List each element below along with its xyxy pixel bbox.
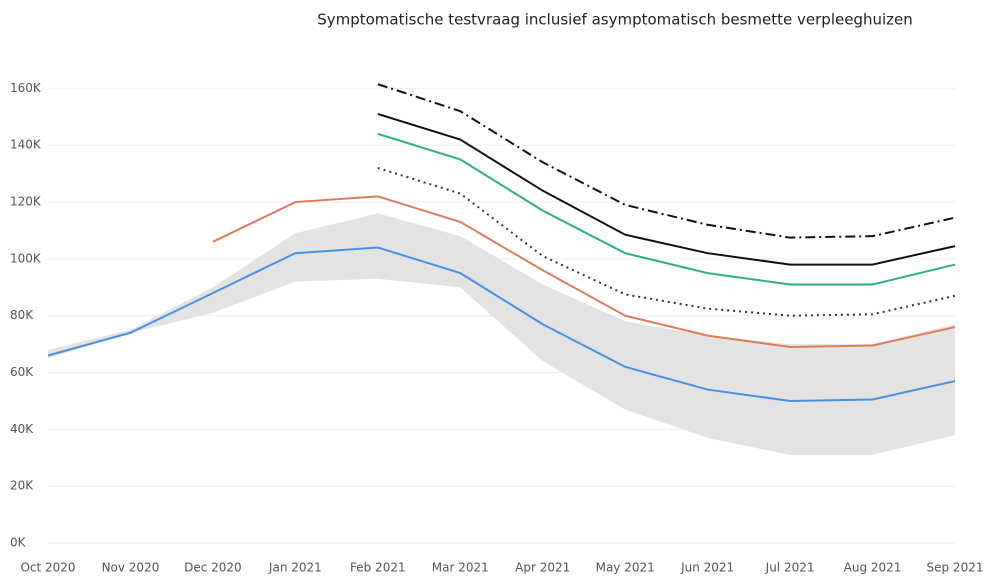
series-line bbox=[47, 246, 956, 402]
x-tick-label: Oct 2020 bbox=[20, 561, 75, 575]
x-tick-label: Nov 2020 bbox=[102, 561, 160, 575]
x-tick-label: Jan 2021 bbox=[268, 561, 322, 575]
y-tick-label: 0K bbox=[10, 536, 27, 550]
x-tick-label: Apr 2021 bbox=[515, 561, 570, 575]
series-line bbox=[377, 113, 956, 266]
x-tick-label: May 2021 bbox=[596, 561, 655, 575]
x-tick-label: Feb 2021 bbox=[350, 561, 406, 575]
y-tick-label: 100K bbox=[10, 251, 42, 265]
x-tick-label: Jun 2021 bbox=[680, 561, 734, 575]
y-tick-label: 80K bbox=[10, 308, 34, 322]
y-tick-label: 140K bbox=[10, 138, 42, 152]
series-line bbox=[377, 167, 956, 317]
x-tick-label: Dec 2020 bbox=[184, 561, 242, 575]
x-tick-label: Jul 2021 bbox=[765, 561, 815, 575]
x-tick-label: Mar 2021 bbox=[432, 561, 489, 575]
y-tick-label: 40K bbox=[10, 422, 34, 436]
y-tick-label: 160K bbox=[10, 81, 42, 95]
series-line bbox=[377, 132, 956, 286]
series-line bbox=[212, 195, 956, 348]
x-tick-label: Aug 2021 bbox=[844, 561, 902, 575]
y-tick-label: 120K bbox=[10, 195, 42, 209]
y-tick-label: 60K bbox=[10, 365, 34, 379]
x-tick-label: Sep 2021 bbox=[927, 561, 984, 575]
series-line bbox=[377, 83, 956, 239]
chart-title: Symptomatische testvraag inclusief asymp… bbox=[317, 11, 913, 29]
y-tick-label: 20K bbox=[10, 479, 34, 493]
band-area bbox=[48, 213, 955, 455]
